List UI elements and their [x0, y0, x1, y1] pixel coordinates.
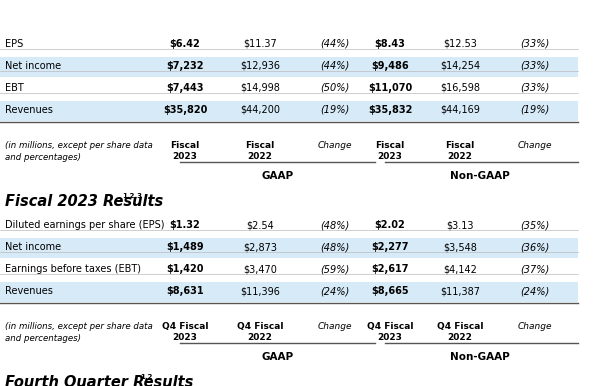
Text: (19%): (19%)	[521, 105, 550, 115]
Text: $35,832: $35,832	[368, 105, 412, 115]
Text: GAAP: GAAP	[262, 352, 294, 362]
Text: Revenues: Revenues	[5, 105, 53, 115]
Text: $7,232: $7,232	[166, 61, 204, 71]
Text: $44,200: $44,200	[240, 105, 280, 115]
Text: 1,2,3: 1,2,3	[122, 193, 142, 199]
Bar	[0, 57, 578, 77]
Text: $4,142: $4,142	[443, 264, 477, 274]
Text: (19%): (19%)	[320, 105, 350, 115]
Bar	[0, 282, 578, 302]
Text: $14,254: $14,254	[440, 61, 480, 71]
Text: Change: Change	[318, 322, 352, 331]
Text: (33%): (33%)	[521, 83, 550, 93]
Text: (50%): (50%)	[320, 83, 350, 93]
Text: $9,486: $9,486	[371, 61, 409, 71]
Text: $8,665: $8,665	[371, 286, 409, 296]
Bar	[0, 101, 578, 121]
Text: (44%): (44%)	[320, 39, 350, 49]
Text: $35,820: $35,820	[163, 105, 207, 115]
Text: (35%): (35%)	[521, 220, 550, 230]
Text: Fiscal
2022: Fiscal 2022	[445, 141, 474, 161]
Text: $11,387: $11,387	[440, 286, 480, 296]
Text: Diluted earnings per share (EPS): Diluted earnings per share (EPS)	[5, 220, 164, 230]
Text: $6.42: $6.42	[170, 39, 200, 49]
Text: (36%): (36%)	[521, 242, 550, 252]
Text: (44%): (44%)	[320, 61, 350, 71]
Text: (48%): (48%)	[320, 220, 350, 230]
Text: $11,070: $11,070	[368, 83, 412, 93]
Text: $14,998: $14,998	[240, 83, 280, 93]
Text: $12,936: $12,936	[240, 61, 280, 71]
Text: $7,443: $7,443	[166, 83, 204, 93]
Text: (in millions, except per share data
and percentages): (in millions, except per share data and …	[5, 141, 153, 162]
Bar	[0, 238, 578, 258]
Text: $3,548: $3,548	[443, 242, 477, 252]
Text: Net income: Net income	[5, 242, 61, 252]
Text: $1,420: $1,420	[166, 264, 204, 274]
Text: 1,2: 1,2	[140, 374, 152, 380]
Text: Change: Change	[318, 141, 352, 150]
Text: $44,169: $44,169	[440, 105, 480, 115]
Text: Q4 Fiscal
2023: Q4 Fiscal 2023	[162, 322, 208, 342]
Text: Net income: Net income	[5, 61, 61, 71]
Text: (37%): (37%)	[521, 264, 550, 274]
Text: (24%): (24%)	[521, 286, 550, 296]
Text: Revenues: Revenues	[5, 286, 53, 296]
Text: Q4 Fiscal
2023: Q4 Fiscal 2023	[366, 322, 413, 342]
Text: (59%): (59%)	[320, 264, 350, 274]
Text: $12.53: $12.53	[443, 39, 477, 49]
Text: (in millions, except per share data
and percentages): (in millions, except per share data and …	[5, 322, 153, 343]
Text: $8.43: $8.43	[375, 39, 406, 49]
Text: (33%): (33%)	[521, 39, 550, 49]
Text: $11.37: $11.37	[243, 39, 277, 49]
Text: $2,617: $2,617	[371, 264, 409, 274]
Text: $3,470: $3,470	[243, 264, 277, 274]
Text: Q4 Fiscal
2022: Q4 Fiscal 2022	[237, 322, 283, 342]
Text: EBT: EBT	[5, 83, 24, 93]
Text: Q4 Fiscal
2022: Q4 Fiscal 2022	[437, 322, 483, 342]
Text: Fiscal 2023 Results: Fiscal 2023 Results	[5, 194, 163, 209]
Text: Non-GAAP: Non-GAAP	[450, 171, 510, 181]
Text: Fourth Quarter Results: Fourth Quarter Results	[5, 375, 193, 386]
Text: $2,277: $2,277	[371, 242, 409, 252]
Text: $11,396: $11,396	[240, 286, 280, 296]
Text: $16,598: $16,598	[440, 83, 480, 93]
Text: Fiscal
2023: Fiscal 2023	[375, 141, 404, 161]
Text: Fiscal
2023: Fiscal 2023	[170, 141, 200, 161]
Text: $3.13: $3.13	[447, 220, 474, 230]
Text: $2.02: $2.02	[375, 220, 406, 230]
Text: $1,489: $1,489	[166, 242, 204, 252]
Text: $1.32: $1.32	[170, 220, 200, 230]
Text: Change: Change	[518, 322, 552, 331]
Text: GAAP: GAAP	[262, 171, 294, 181]
Text: Non-GAAP: Non-GAAP	[450, 352, 510, 362]
Text: Earnings before taxes (EBT): Earnings before taxes (EBT)	[5, 264, 141, 274]
Text: (33%): (33%)	[521, 61, 550, 71]
Text: $2,873: $2,873	[243, 242, 277, 252]
Text: Fiscal
2022: Fiscal 2022	[246, 141, 275, 161]
Text: (24%): (24%)	[320, 286, 350, 296]
Text: Change: Change	[518, 141, 552, 150]
Text: (48%): (48%)	[320, 242, 350, 252]
Text: $8,631: $8,631	[166, 286, 204, 296]
Text: $2.54: $2.54	[246, 220, 274, 230]
Text: EPS: EPS	[5, 39, 23, 49]
